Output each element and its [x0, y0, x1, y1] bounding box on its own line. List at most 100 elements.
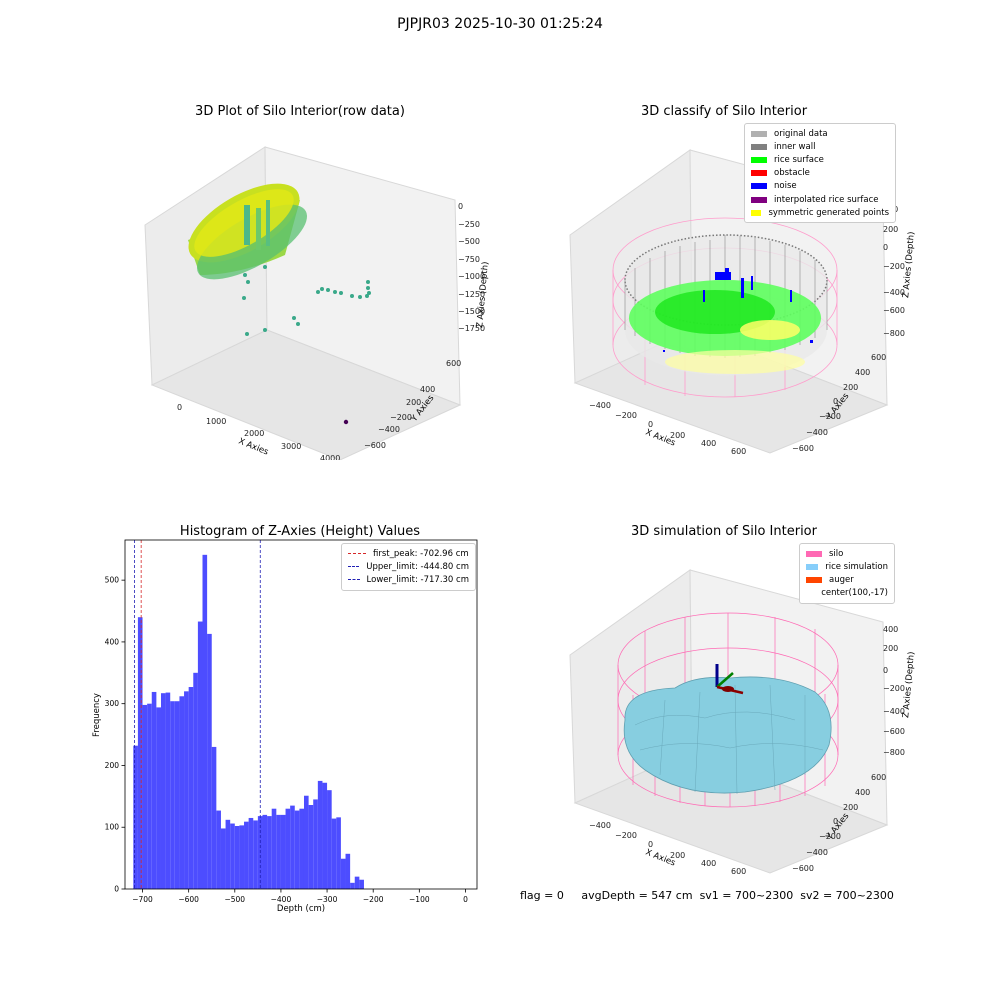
svg-text:400: 400	[855, 368, 870, 377]
y-tick-label: 200	[105, 761, 120, 770]
histogram-bar	[151, 691, 157, 889]
legend-swatch	[806, 563, 819, 570]
histogram-bar	[253, 820, 258, 889]
raw-x-label: X Axies	[237, 437, 270, 458]
histogram-bar	[239, 825, 245, 889]
simulation-rice-mesh	[634, 684, 824, 795]
histogram-y-label: Frequency	[92, 693, 102, 737]
x-tick-label: −200	[363, 895, 384, 904]
svg-text:600: 600	[731, 447, 746, 455]
simulation-rice-surface	[623, 676, 832, 794]
histogram-bar	[142, 704, 148, 889]
svg-text:0: 0	[883, 243, 888, 252]
histogram-chart: −700 −600 −500 −400 −300 −200 −100 0 0 100 200 300…	[92, 539, 478, 914]
histogram-bar	[303, 795, 309, 889]
raw-far-point	[343, 419, 349, 425]
histogram-bar	[290, 805, 295, 889]
svg-text:200: 200	[843, 383, 858, 392]
histogram-bar	[299, 808, 304, 889]
svg-text:−1250: −1250	[458, 290, 485, 299]
histogram-bars	[133, 554, 364, 889]
histogram-bar	[179, 696, 185, 889]
svg-text:−200: −200	[819, 412, 841, 421]
classify-x-ticks: −400 −200 0 200 400 600	[589, 401, 746, 455]
classify-legend: original data inner wall rice surface ob…	[744, 123, 896, 224]
svg-text:−400: −400	[883, 288, 905, 297]
histogram-bar	[225, 819, 231, 889]
x-tick-label: −500	[224, 895, 245, 904]
svg-text:200: 200	[883, 644, 898, 653]
x-tick-label: −300	[317, 895, 338, 904]
legend-symmetric: symmetric generated points	[751, 206, 889, 219]
x-tick-label: −600	[178, 895, 199, 904]
legend-swatch	[806, 576, 822, 583]
histogram-bar	[294, 810, 300, 889]
histogram-bar	[336, 817, 341, 889]
svg-text:−400: −400	[883, 707, 905, 716]
legend-inner-wall: inner wall	[751, 140, 889, 153]
histogram-bar	[276, 814, 281, 889]
svg-text:600: 600	[446, 359, 461, 368]
x-tick-label: 0	[463, 895, 468, 904]
histogram-bar	[193, 672, 198, 889]
classify-z-label: Z Axies (Depth)	[901, 231, 917, 298]
legend-auger: auger	[806, 573, 888, 586]
histogram-bar	[188, 687, 194, 889]
histogram-bar	[280, 814, 286, 889]
figure-title: PJPJR03 2025-10-30 01:25:24	[397, 16, 603, 32]
raw-y-ticks: 600 400 200 −200 −400 −600	[364, 359, 461, 450]
histogram-bar	[285, 808, 291, 889]
histogram-y-ticks: 0 100 200 300 400 500	[105, 576, 125, 894]
y-tick-label: 100	[105, 823, 120, 832]
histogram-bar	[345, 853, 351, 889]
svg-text:−200: −200	[819, 832, 841, 841]
classify-symmetric-points	[740, 320, 800, 340]
classify-rice-core	[655, 290, 775, 334]
raw-pane-floor	[150, 329, 462, 460]
svg-text:−600: −600	[883, 727, 905, 736]
svg-text:−1000: −1000	[458, 272, 485, 281]
simulation-plot-title: 3D simulation of Silo Interior	[631, 524, 817, 539]
x-tick-label: −100	[409, 895, 430, 904]
histogram-bar	[244, 821, 249, 889]
legend-swatch	[751, 130, 767, 137]
raw-z-label: Z Axies (Depth)	[475, 261, 490, 328]
simulation-z-label: Z Axies (Depth)	[901, 651, 917, 718]
svg-text:−1500: −1500	[458, 307, 485, 316]
raw-plot-title: 3D Plot of Silo Interior(row data)	[195, 104, 405, 119]
histogram-bar	[271, 808, 277, 889]
svg-text:−400: −400	[589, 401, 611, 410]
sv1-text: sv1 = 700~2300	[699, 889, 794, 902]
svg-text:−200: −200	[615, 411, 637, 420]
svg-text:−500: −500	[458, 237, 480, 246]
svg-text:−200: −200	[390, 413, 412, 422]
legend-swatch	[751, 170, 767, 177]
classify-plot-title: 3D classify of Silo Interior	[640, 104, 808, 119]
histogram-bar	[160, 693, 166, 889]
svg-text:−600: −600	[792, 444, 814, 453]
svg-text:−400: −400	[806, 428, 828, 437]
svg-text:0: 0	[648, 420, 653, 429]
histogram-bar	[317, 780, 323, 889]
classify-symmetric-bottom	[665, 350, 805, 374]
histogram-bar	[308, 804, 314, 889]
svg-text:−600: −600	[883, 306, 905, 315]
histogram-bar	[202, 554, 208, 889]
histogram-bar	[220, 828, 226, 889]
histogram-legend: first_peak: -702.96 cm Upper_limit: -444…	[341, 543, 476, 591]
svg-text:0: 0	[177, 403, 182, 412]
simulation-3d-plot: 400 200 0 −200 −400 −600 −800 Z Axies (D…	[569, 569, 917, 875]
legend-swatch	[806, 590, 814, 596]
svg-text:600: 600	[871, 773, 886, 782]
svg-text:0: 0	[883, 666, 888, 675]
svg-text:1000: 1000	[206, 417, 226, 426]
histogram-bar	[331, 818, 337, 889]
y-tick-label: 400	[105, 637, 120, 646]
histogram-bar	[197, 621, 203, 889]
svg-text:200: 200	[843, 803, 858, 812]
legend-line	[348, 579, 360, 581]
legend-obstacle: obstacle	[751, 167, 889, 180]
y-tick-label: 500	[105, 576, 120, 585]
legend-silo: silo	[806, 547, 888, 560]
classify-y-ticks: 600 400 200 0 −200 −400 −600	[792, 353, 886, 453]
